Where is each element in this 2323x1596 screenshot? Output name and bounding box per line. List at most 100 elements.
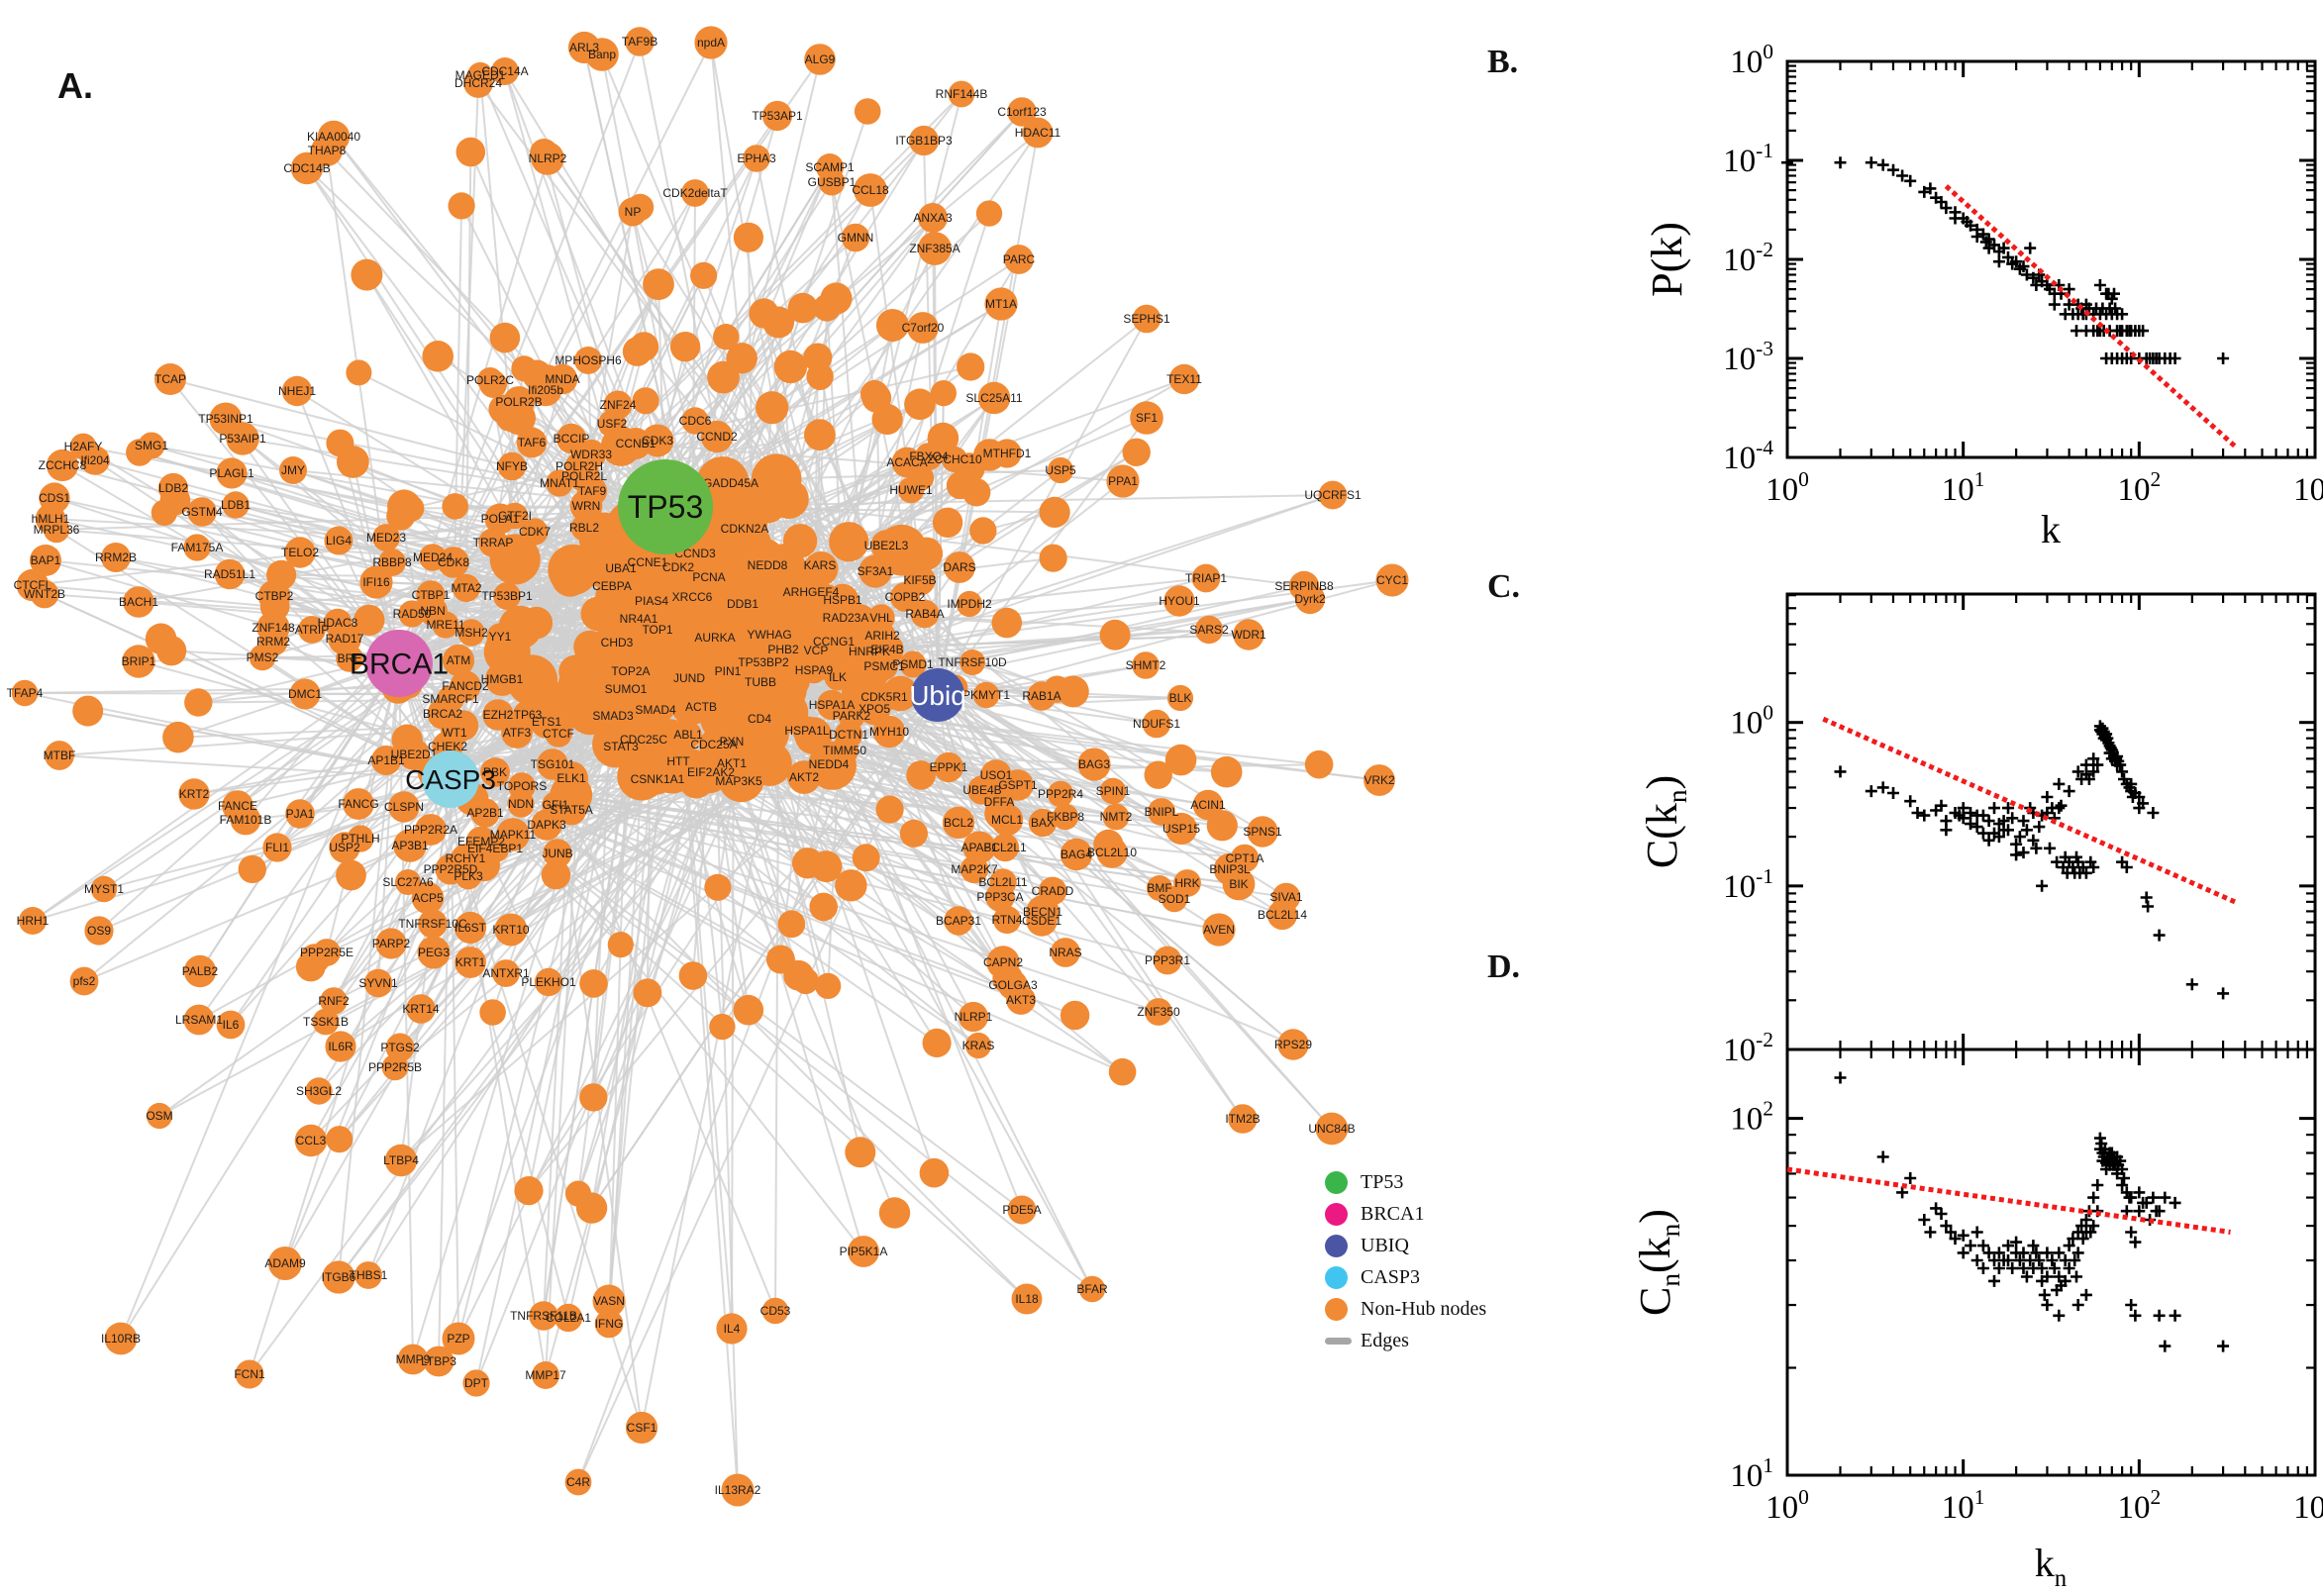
network-node-label: UBE2L3	[864, 539, 909, 552]
y-tick-label-C: 10-1	[1723, 864, 1773, 905]
network-node	[1060, 838, 1093, 871]
network-node	[491, 57, 519, 85]
network-node-label: MAPK11	[490, 828, 537, 842]
network-node-label: USP15	[1162, 822, 1200, 836]
network-node	[43, 516, 70, 544]
network-node	[1132, 651, 1160, 679]
network-node-label: PXN	[720, 735, 745, 748]
network-node	[990, 833, 1020, 862]
data-point	[2079, 866, 2092, 879]
network-node	[632, 387, 659, 415]
network-node	[958, 1001, 989, 1033]
network-node-label: IL13RA2	[715, 1483, 761, 1497]
data-point	[1988, 802, 2000, 815]
data-point	[1992, 831, 2005, 844]
data-point	[1924, 1226, 1937, 1239]
network-node	[835, 869, 867, 902]
network-edge	[548, 771, 712, 983]
data-point	[2041, 1270, 2054, 1283]
network-node	[543, 839, 572, 868]
network-node-label: WT1	[442, 726, 467, 740]
legend-label-casp3: CASP3	[1361, 1265, 1421, 1288]
network-node	[681, 407, 709, 435]
network-node-label: IL10RB	[101, 1332, 141, 1346]
network-node	[438, 547, 469, 578]
network-node	[1145, 998, 1172, 1026]
network-node-label: C7orf20	[902, 321, 945, 335]
legend-item-casp3: CASP3	[1325, 1261, 1572, 1293]
data-point	[2129, 1309, 2142, 1322]
legend-node-swatch-tp53	[1325, 1170, 1348, 1194]
network-node	[145, 623, 177, 655]
network-node	[448, 710, 479, 742]
network-node-label: HSPA1L	[784, 724, 829, 738]
data-point	[2017, 1247, 2030, 1259]
network-node	[794, 717, 833, 754]
network-node-label: CAPN2	[983, 955, 1023, 969]
x-tick-label-D: 100	[1766, 1485, 1809, 1526]
data-point	[2120, 861, 2133, 873]
network-node-label: PSMC1	[863, 659, 905, 673]
network-node-label: BIK	[1229, 877, 1248, 891]
network-node	[69, 433, 97, 460]
data-point	[1976, 827, 1989, 840]
network-node-label: ZNF385A	[909, 242, 960, 255]
network-node	[695, 521, 739, 563]
data-point	[2017, 260, 2030, 273]
network-node-label: CHEK2	[428, 740, 467, 753]
network-edge	[923, 140, 939, 696]
network-node-label: AURKA	[694, 631, 735, 645]
network-node	[1161, 885, 1188, 913]
legend-item-edges: Edges	[1325, 1325, 1572, 1356]
network-node-label: PLAGL1	[209, 466, 254, 480]
network-node	[594, 620, 638, 663]
data-point	[2002, 1254, 2014, 1266]
legend-label-nonhub: Non-Hub nodes	[1361, 1297, 1487, 1320]
network-node	[1130, 401, 1163, 435]
data-point	[2125, 1226, 2138, 1239]
data-point	[2063, 1262, 2075, 1274]
hub-node-brca1	[365, 630, 433, 697]
network-node-label: MT1A	[985, 297, 1017, 311]
data-point	[2020, 268, 2033, 281]
data-point	[1940, 824, 1953, 837]
network-node-label: ZNF24	[600, 398, 637, 412]
network-node	[418, 909, 448, 939]
network-node-label: USF2	[597, 417, 628, 431]
network-node-label: PIN1	[715, 664, 742, 678]
network-node-label: CYC1	[1376, 573, 1408, 587]
network-node-label: TP53BP1	[481, 589, 533, 603]
network-node-label: IL6ST	[454, 921, 487, 935]
data-point	[1935, 1208, 1948, 1220]
network-node-label: PARC	[1003, 252, 1036, 266]
network-node	[906, 760, 936, 790]
network-node-label: PARK2	[833, 709, 871, 723]
network-node	[904, 388, 936, 421]
network-node	[514, 1176, 544, 1206]
network-edge	[339, 443, 400, 664]
x-tick-label-B: 103	[2293, 467, 2323, 508]
data-point	[2079, 1214, 2092, 1226]
network-edge	[924, 613, 1044, 913]
data-point	[1924, 182, 1937, 195]
network-node-label: VHL	[869, 611, 893, 625]
network-node-label: AVEN	[1203, 923, 1235, 937]
data-point	[1992, 1247, 2005, 1259]
network-node	[1153, 946, 1182, 975]
network-node-label: CD53	[760, 1304, 791, 1318]
network-node	[1202, 913, 1236, 947]
network-node	[1228, 1104, 1258, 1134]
network-node-label: CPT1A	[1226, 851, 1264, 865]
network-node	[1052, 803, 1079, 831]
network-node	[991, 607, 1023, 639]
network-node	[595, 575, 640, 620]
network-node-label: IL6	[223, 1018, 240, 1032]
network-node-label: MCL1	[991, 813, 1023, 827]
network-node	[761, 100, 793, 132]
network-edge	[641, 775, 979, 1047]
network-node-label: RAD50	[393, 607, 432, 621]
data-point	[2053, 1309, 2066, 1322]
network-node-label: MTA2	[451, 581, 481, 595]
